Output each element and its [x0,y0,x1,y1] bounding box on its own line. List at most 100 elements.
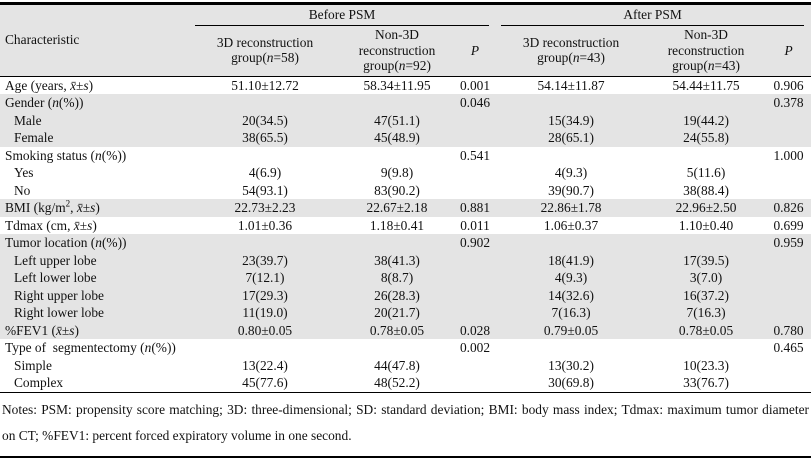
cell-after-non3d-value: 16(37.2) [683,287,729,303]
row-label: Age (years, x̄±s) [5,77,94,93]
cell-after-3d-value: 13(30.2) [548,357,594,373]
cell-after-p-value [766,129,811,147]
cell-after-p-value [766,304,811,322]
cell-before-p-value [454,287,496,305]
cell-before-p-value: 0.046 [459,95,491,110]
cell-before-non3d-value: 1.18±0.41 [369,217,425,233]
cell-after-non3d-value [646,147,766,165]
cell-after-p-value: 0.780 [773,322,804,338]
row-label: Smoking status (n(%)) [5,147,127,163]
spanner-header-row: Characteristic Before PSM After PSM [0,3,811,77]
cell-before-p-value [454,182,496,200]
cell-before-3d-value [190,147,340,165]
cell-after-3d-value: 28(65.1) [548,130,594,145]
table-notes: Notes: PSM: propensity score matching; 3… [0,393,811,458]
cell-before-non3d-value: 8(8.7) [380,270,414,285]
cell-before-non3d-value [340,94,454,112]
cell-before-3d-value [190,94,340,112]
table-row: Simple 13(22.4) 44(47.8) 13(30.2) 10(23.3) [0,356,811,375]
cell-before-3d-value: 54(93.1) [242,182,288,198]
cell-after-p-value: 0.906 [773,77,804,93]
cell-after-non3d-value: 10(23.3) [683,357,729,373]
row-label: Gender (n(%)) [5,95,84,110]
cell-after-p-value: 1.000 [773,147,804,163]
cell-before-non3d-value: 20(21.7) [374,305,420,320]
cell-after-non3d-value: 19(44.2) [683,112,729,128]
cell-after-p-value [766,374,811,393]
table-row: Type of segmentectomy (n(%)) 0.002 0.465 [0,339,811,357]
cell-after-p-value: 0.826 [773,200,804,215]
cell-before-non3d-value: 26(28.3) [374,287,420,303]
cell-before-non3d-value: 9(9.8) [380,165,414,180]
table-row: Complex 45(77.6) 48(52.2) 30(69.8) 33(76.7) [0,374,811,393]
cell-after-p-value [766,287,811,305]
table-row: Right lower lobe 11(19.0) 20(21.7) 7(16.3) 7… [0,304,811,322]
column-group-before-psm: Before PSM [190,3,497,26]
cell-after-3d-value: 4(9.3) [554,165,588,180]
column-header-before-p-value: P [454,26,497,77]
column-header-after-p-value: P [766,26,811,77]
cell-after-3d-value: 22.86±1.78 [540,200,602,215]
cell-after-3d-value: 1.06±0.37 [543,217,599,233]
cell-before-3d-value [190,339,340,357]
cell-after-p-value: 0.699 [773,217,804,233]
after-psm-label: After PSM [501,5,805,26]
column-header-before-non3d-group: Non-3D reconstruction group(n=92) [340,26,454,77]
cell-after-3d-value: 30(69.8) [496,374,647,393]
cell-after-p-value [766,252,811,270]
row-label: %FEV1 (x̄±s) [5,322,79,338]
table-row: Right upper lobe 17(29.3) 26(28.3) 14(32.6)… [0,286,811,305]
table-header: Characteristic Before PSM After PSM 3D r… [0,3,811,77]
cell-after-3d-value: 18(41.9) [548,252,594,268]
cell-after-p-value [766,112,811,130]
cell-before-3d-value: 45(77.6) [190,374,340,393]
row-label: Simple [14,357,52,373]
cell-before-non3d-value [340,234,454,252]
cell-after-non3d-value: 5(11.6) [686,165,726,180]
cell-after-3d-value: 0.79±0.05 [543,322,599,338]
column-header-after-3d-group: 3D reconstruction group(n=43) [496,26,647,77]
cell-after-non3d-value: 0.78±0.05 [678,322,734,338]
cell-after-non3d-value: 7(16.3) [686,305,726,320]
cell-after-non3d-value: 33(76.7) [646,374,767,393]
cell-after-p-value [766,269,811,287]
cell-before-non3d-value [340,339,454,357]
row-label: BMI (kg/m2, x̄±s) [5,199,100,215]
cell-after-non3d-value [646,339,766,357]
cell-before-p-value: 0.011 [460,217,490,233]
row-label: Tumor location (n(%)) [5,235,127,250]
cell-before-p-value [454,374,497,393]
cell-before-p-value: 0.881 [459,200,491,215]
cell-before-non3d-value: 58.34±11.95 [363,77,431,93]
row-label: Right upper lobe [14,287,105,303]
cell-before-p-value [454,129,496,147]
cell-before-non3d-value: 44(47.8) [374,357,420,373]
cell-before-non3d-value: 22.67±2.18 [366,200,428,215]
cell-before-3d-value: 51.10±12.72 [231,77,299,93]
cell-after-p-value: 0.959 [773,235,804,250]
cell-before-p-value: 0.028 [459,322,491,338]
cell-before-3d-value: 4(6.9) [248,165,282,180]
table-row: Yes 4(6.9) 9(9.8) 4(9.3) 5(11.6) [0,164,811,182]
row-label: Right lower lobe [14,305,105,320]
cell-before-3d-value: 17(29.3) [242,287,288,303]
table-row: No 54(93.1) 83(90.2) 39(90.7) 38(88.4) [0,181,811,200]
cell-after-non3d-value: 1.10±0.40 [678,217,734,233]
cell-after-p-value [766,182,811,200]
row-label: Left upper lobe [14,252,97,268]
row-label: Yes [14,165,34,180]
table-row: Female 38(65.5) 45(48.9) 28(65.1) 24(55.8) [0,129,811,147]
before-psm-label: Before PSM [195,5,490,26]
cell-before-non3d-value: 38(41.3) [374,252,420,268]
cell-before-p-value [454,304,496,322]
cell-after-3d-value: 39(90.7) [548,182,594,198]
cell-before-p-value [454,252,496,270]
column-header-row: 3D reconstruction group(n=58) Non-3D rec… [0,26,811,77]
cell-before-3d-value: 22.73±2.23 [234,200,296,215]
row-label: Complex [0,374,190,393]
table-row: BMI (kg/m2, x̄±s) 22.73±2.23 22.67±2.18 0.8… [0,199,811,217]
cell-after-non3d-value [646,94,766,112]
column-header-after-non3d-group: Non-3D reconstruction group(n=43) [646,26,767,77]
cell-after-p-value [766,357,811,375]
cell-after-3d-value: 7(16.3) [551,305,591,320]
